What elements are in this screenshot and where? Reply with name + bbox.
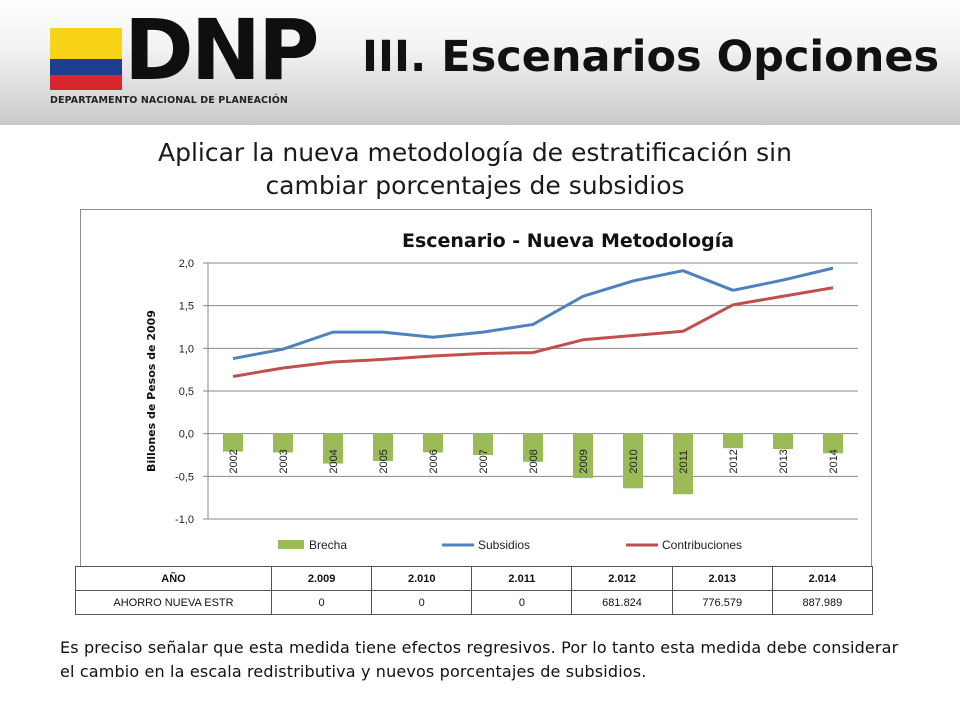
x-tick-label: 2011 xyxy=(678,450,690,474)
table-header-cell: AÑO xyxy=(75,566,272,591)
table-header-row: AÑO 2.009 2.010 2.011 2.012 2.013 2.014 xyxy=(75,566,874,591)
savings-table: AÑO 2.009 2.010 2.011 2.012 2.013 2.014 … xyxy=(75,566,874,615)
legend-label: Brecha xyxy=(309,538,347,552)
x-tick-label: 2003 xyxy=(278,449,290,473)
y-tick-label: 2,0 xyxy=(179,258,194,270)
bar-brecha xyxy=(723,433,743,449)
bar-brecha xyxy=(523,433,543,462)
bar-brecha xyxy=(273,433,293,453)
subtitle-line-2: cambiar porcentajes de subsidios xyxy=(265,171,685,200)
y-axis-label: Billones de Pesos de 2009 xyxy=(145,310,158,472)
table-header-cell: 2.012 xyxy=(571,566,673,591)
table-row: AHORRO NUEVA ESTR 0 0 0 681.824 776.579 … xyxy=(75,590,874,615)
x-tick-label: 2005 xyxy=(378,449,390,473)
header-band xyxy=(0,0,960,125)
y-tick-label: -0,5 xyxy=(175,471,194,483)
bar-brecha xyxy=(773,433,793,450)
table-cell: 681.824 xyxy=(571,590,673,615)
bar-brecha xyxy=(673,433,693,495)
x-tick-label: 2008 xyxy=(528,449,540,473)
y-tick-label: 0,0 xyxy=(179,429,194,441)
y-tick-label: 0,5 xyxy=(179,386,194,398)
x-tick-label: 2002 xyxy=(228,449,240,473)
line-contribuciones xyxy=(232,286,834,378)
chart-frame xyxy=(80,209,872,567)
table-cell: 887.989 xyxy=(771,590,874,615)
bar-brecha xyxy=(573,433,593,479)
legend-label: Subsidios xyxy=(478,538,530,552)
y-tick-label: 1,5 xyxy=(179,301,194,313)
table-header-cell: 2.011 xyxy=(471,566,573,591)
scenario-chart: Escenario - Nueva Metodología 2,0 1,5 1,0 0,… xyxy=(80,209,872,567)
subtitle-line-1: Aplicar la nueva metodología de estratif… xyxy=(158,138,792,167)
table-header-cell: 2.014 xyxy=(771,566,874,591)
table-cell: 0 xyxy=(371,590,473,615)
x-tick-label: 2009 xyxy=(578,449,590,473)
colombia-flag-icon xyxy=(50,28,122,90)
bar-brecha xyxy=(823,433,843,454)
bar-brecha xyxy=(223,433,243,452)
table-header-cell: 2.010 xyxy=(371,566,473,591)
slide-subtitle: Aplicar la nueva metodología de estratif… xyxy=(60,136,890,202)
line-subsidios xyxy=(232,266,834,361)
bar-brecha xyxy=(623,433,643,489)
y-tick-label: 1,0 xyxy=(179,343,194,355)
x-tick-label: 2014 xyxy=(828,449,840,473)
x-tick-label: 2007 xyxy=(478,449,490,473)
table-header-cell: 2.009 xyxy=(270,566,373,591)
slide-title: III. Escenarios Opciones xyxy=(362,32,940,82)
bar-brecha xyxy=(323,433,343,464)
table-cell: 0 xyxy=(270,590,373,615)
x-tick-label: 2012 xyxy=(728,449,740,473)
y-tick-label: -1,0 xyxy=(175,514,194,526)
bar-brecha xyxy=(373,433,393,461)
x-tick-label: 2006 xyxy=(428,449,440,473)
bar-brecha xyxy=(473,433,493,455)
bar-brecha xyxy=(423,433,443,453)
dnp-logo-subtitle: DEPARTAMENTO NACIONAL DE PLANEACIÓN xyxy=(50,95,288,106)
table-header-cell: 2.013 xyxy=(671,566,773,591)
table-cell: 776.579 xyxy=(671,590,773,615)
x-tick-label: 2013 xyxy=(778,449,790,473)
table-cell: 0 xyxy=(471,590,573,615)
chart-title: Escenario - Nueva Metodología xyxy=(402,230,734,252)
legend-label: Contribuciones xyxy=(662,538,742,552)
footnote: Es preciso señalar que esta medida tiene… xyxy=(60,638,899,681)
legend-swatch-brecha xyxy=(278,540,304,549)
table-cell: AHORRO NUEVA ESTR xyxy=(75,590,272,615)
x-tick-label: 2010 xyxy=(628,449,640,473)
x-tick-label: 2004 xyxy=(328,449,340,473)
dnp-logo-text: DNP xyxy=(124,1,320,99)
